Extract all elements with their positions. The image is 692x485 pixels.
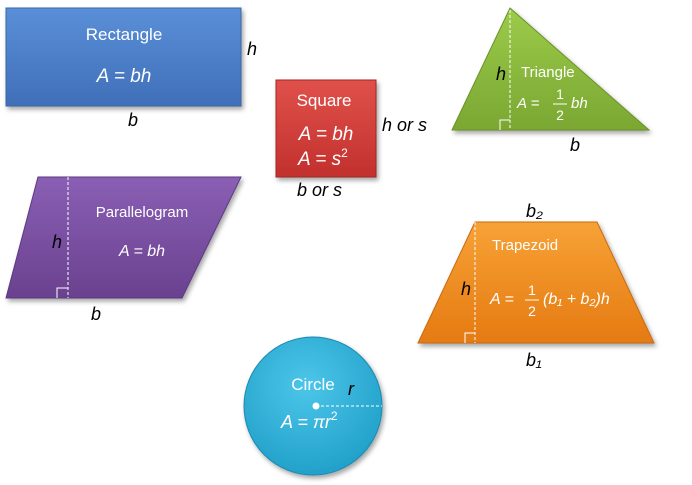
trapezoid-formula-prefix: A = — [489, 291, 514, 308]
triangle-frac-den: 2 — [556, 107, 564, 123]
rectangle-base-label: b — [128, 110, 138, 130]
circle-group: Circle A = πr2 r — [243, 336, 383, 476]
parallelogram-group: Parallelogram A = bh h b — [5, 176, 242, 324]
parallelogram-right-angle — [56, 287, 68, 298]
triangle-frac-num: 1 — [556, 86, 564, 102]
square-formula-2-base: A = s — [297, 149, 342, 170]
square-formula-2: A = s2 — [297, 146, 348, 170]
circle-radius-label: r — [348, 379, 355, 399]
rectangle-formula: A = bh — [96, 66, 152, 87]
square-base-label: b or s — [297, 180, 342, 200]
triangle-shape — [451, 7, 651, 131]
triangle-base-label: b — [570, 135, 580, 155]
trapezoid-bottom-label: b₁ — [526, 350, 542, 370]
trapezoid-shape — [417, 221, 655, 344]
rectangle-height-label: h — [247, 39, 257, 59]
rectangle-title: Rectangle — [86, 25, 163, 44]
triangle-title: Triangle — [521, 64, 575, 81]
square-side-label: h or s — [382, 115, 427, 135]
circle-center-dot — [312, 402, 320, 410]
parallelogram-shape — [5, 176, 242, 299]
parallelogram-base-label: b — [91, 304, 101, 324]
triangle-height-label: h — [496, 64, 506, 84]
trapezoid-height-label: h — [461, 279, 471, 299]
trapezoid-top-label: b₂ — [526, 201, 543, 221]
circle-formula: A = πr2 — [280, 409, 338, 432]
rectangle-group: Rectangle A = bh h b — [5, 7, 257, 130]
parallelogram-formula: A = bh — [118, 243, 165, 260]
parallelogram-height-label: h — [52, 232, 62, 252]
square-title: Square — [297, 91, 352, 110]
rectangle-shape — [5, 7, 242, 107]
circle-formula-base: A = πr — [280, 412, 332, 432]
triangle-group: Triangle A = 1 2 bh h b — [451, 7, 651, 155]
trapezoid-group: Trapezoid A = 1 2 (b₁ + b₂)h h b₂ b₁ — [417, 201, 655, 370]
triangle-formula-prefix: A = — [516, 95, 540, 112]
square-shape — [275, 79, 377, 178]
triangle-formula-suffix: bh — [571, 95, 588, 112]
trapezoid-frac-num: 1 — [528, 282, 536, 298]
circle-formula-exp: 2 — [331, 409, 338, 423]
triangle-right-angle — [499, 119, 510, 130]
trapezoid-frac-den: 2 — [528, 303, 536, 319]
trapezoid-title: Trapezoid — [492, 237, 558, 254]
square-group: Square A = bh A = s2 h or s b or s — [275, 79, 427, 200]
square-formula-2-exp: 2 — [341, 146, 348, 160]
parallelogram-title: Parallelogram — [96, 204, 189, 221]
trapezoid-formula-suffix: (b₁ + b₂)h — [543, 291, 610, 308]
circle-title: Circle — [291, 375, 334, 394]
square-formula-1: A = bh — [298, 124, 354, 145]
trapezoid-right-angle — [464, 332, 475, 343]
